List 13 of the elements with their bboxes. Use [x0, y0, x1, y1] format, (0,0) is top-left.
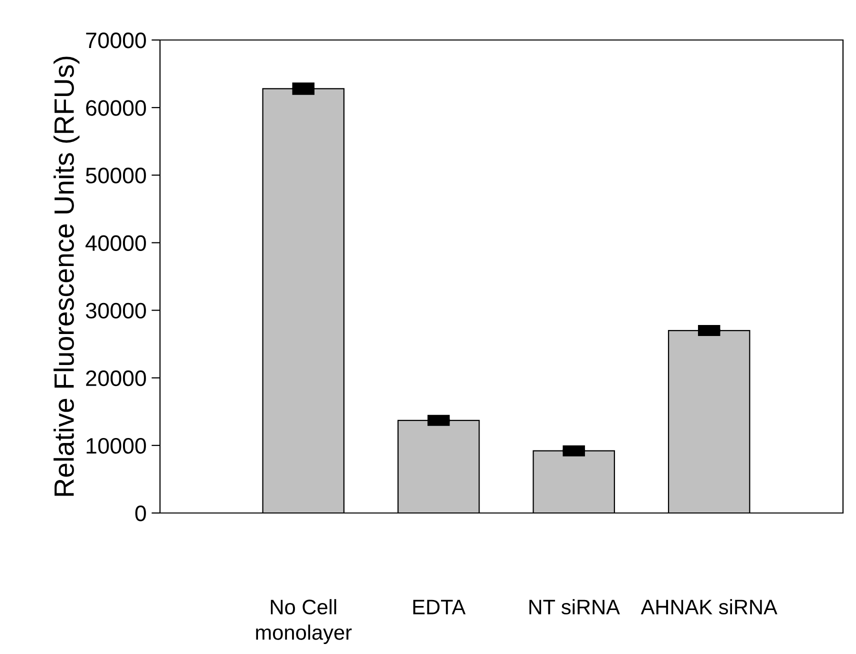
y-axis-title: Relative Fluorescence Units (RFUs): [54, 56, 80, 496]
y-tick-label: 20000: [86, 370, 146, 386]
x-tick-label: EDTA: [413, 600, 466, 614]
y-tick-label: 40000: [86, 235, 146, 251]
x-tick-label: AHNAK siRNA: [640, 599, 778, 614]
x-tick-label: No Cell monolayer: [256, 599, 352, 644]
y-tick-label: 60000: [86, 100, 146, 116]
y-tick-label: 70000: [86, 32, 146, 48]
y-tick-label: 0: [135, 506, 146, 522]
y-tick-label: 30000: [86, 302, 146, 319]
y-tick-label: 50000: [86, 168, 146, 184]
y-tick-label: 10000: [86, 438, 146, 454]
x-tick-label: NT siRNA: [529, 599, 620, 614]
